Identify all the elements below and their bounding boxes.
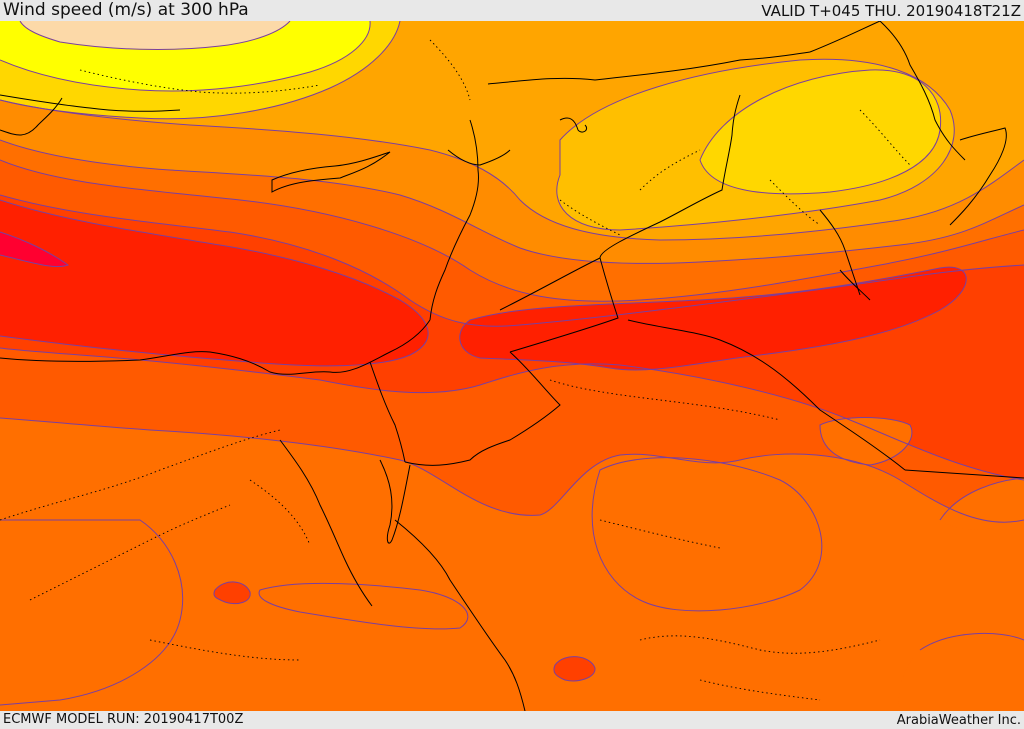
band-lightest [20, 21, 290, 50]
band-red [0, 200, 429, 366]
patch-south-e [259, 583, 468, 629]
provincial-boundaries [0, 39, 911, 701]
coastlines [0, 94, 1007, 711]
patch-south-b [553, 656, 596, 681]
band-red-east [459, 267, 967, 371]
header-bar: Wind speed (m/s) at 300 hPa VALID T+045 … [0, 0, 1024, 21]
credit-label: ArabiaWeather Inc. [896, 713, 1021, 728]
footer-bar: ECMWF MODEL RUN: 20190417T00Z ArabiaWeat… [0, 711, 1024, 729]
patch-se-b [898, 633, 1024, 711]
map-title: Wind speed (m/s) at 300 hPa [3, 0, 249, 20]
contour-lines [0, 21, 1024, 706]
patch-se [940, 478, 1024, 530]
band-crimson [0, 232, 68, 267]
wind-speed-map [0, 21, 1024, 711]
patch-sw [0, 520, 183, 705]
valid-time: VALID T+045 THU. 20190418T21Z [761, 2, 1021, 20]
patch-south-d [592, 457, 822, 611]
borders [369, 21, 1024, 479]
patch-south-a [213, 581, 251, 604]
model-run-label: ECMWF MODEL RUN: 20190417T00Z [3, 712, 244, 727]
band-gold-east [700, 69, 941, 194]
